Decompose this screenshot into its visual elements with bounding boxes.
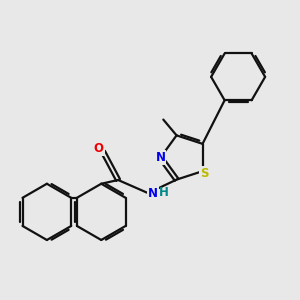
Text: N: N [155, 151, 166, 164]
Text: N: N [148, 187, 158, 200]
Text: S: S [200, 167, 209, 180]
Text: O: O [94, 142, 103, 155]
Text: H: H [159, 186, 169, 199]
